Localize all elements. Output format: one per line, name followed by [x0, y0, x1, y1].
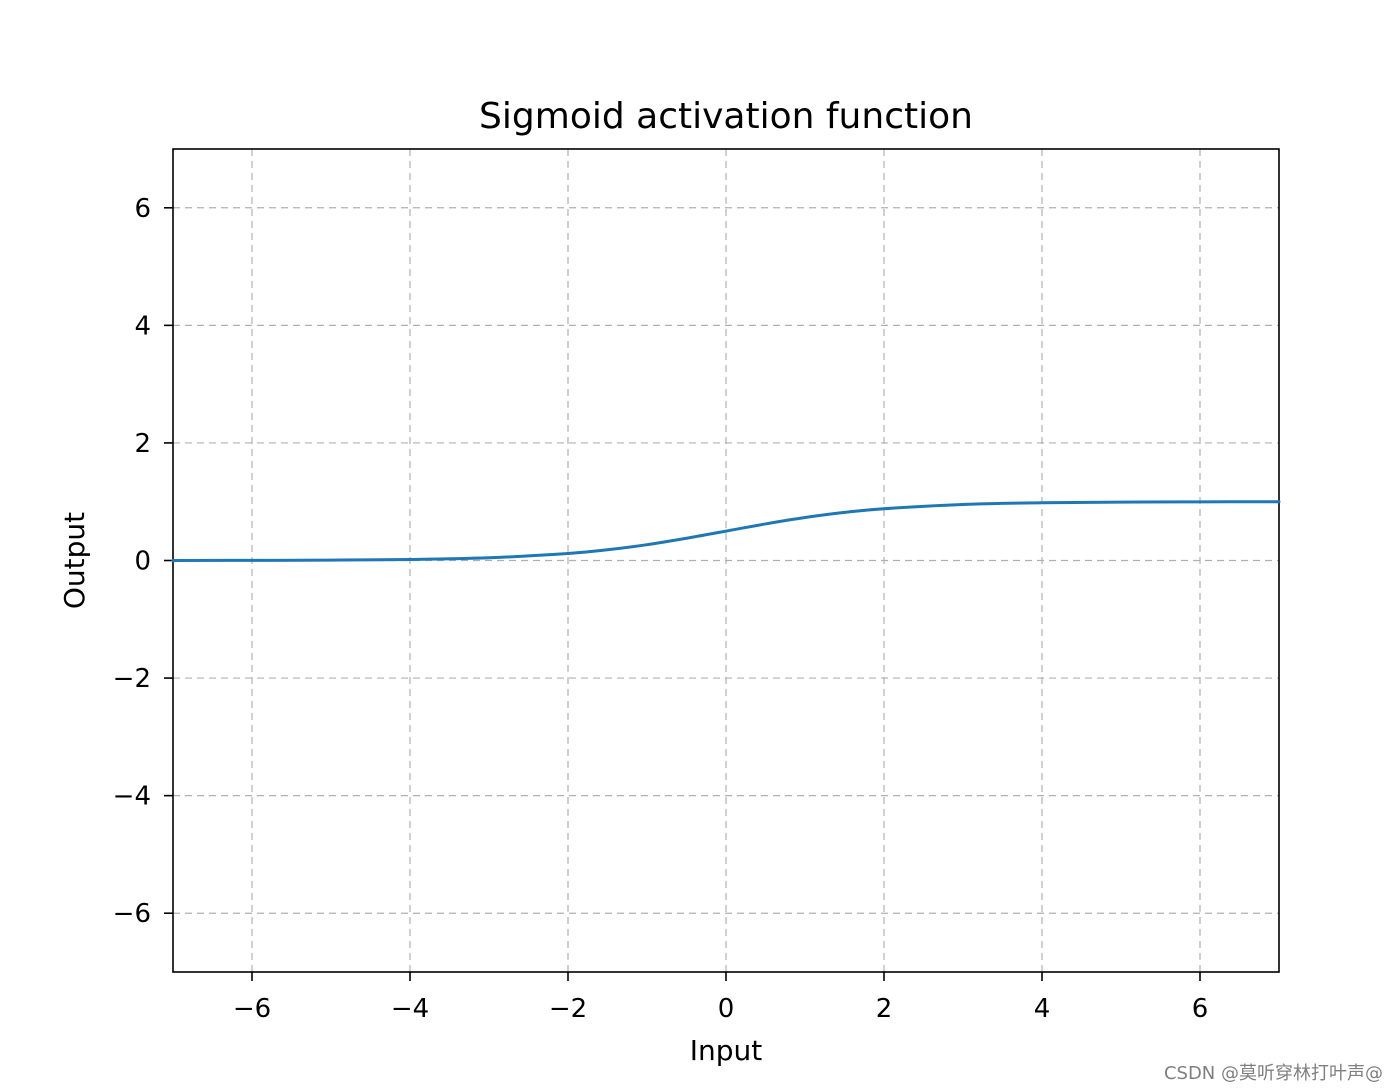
grid-lines — [173, 149, 1279, 972]
x-tick-label: −2 — [549, 994, 587, 1024]
y-tick-label: −2 — [113, 664, 151, 694]
x-tick-label: −6 — [233, 994, 271, 1024]
axes — [164, 148, 1280, 981]
x-tick-label: 6 — [1192, 994, 1209, 1024]
x-tick-label: 4 — [1034, 994, 1051, 1024]
chart-title: Sigmoid activation function — [479, 96, 973, 137]
y-tick-label: −6 — [113, 899, 151, 929]
x-tick-label: −4 — [391, 994, 429, 1024]
sigmoid-series-line — [171, 500, 1281, 562]
x-tick-label: 2 — [876, 994, 893, 1024]
x-axis-label: Input — [690, 1034, 763, 1067]
y-tick-label: 0 — [134, 547, 151, 577]
y-tick-label: 6 — [134, 194, 151, 224]
y-axis-label: Output — [58, 512, 91, 609]
y-tick-label: 4 — [134, 311, 151, 341]
y-tick-label: 2 — [134, 429, 151, 459]
series-layer — [171, 500, 1281, 562]
x-tick-label: 0 — [718, 994, 735, 1024]
y-tick-label: −4 — [113, 782, 151, 812]
tick-labels: −6 −4 −2 0 2 4 6 −6 −4 −2 0 2 4 6 — [113, 194, 1209, 1024]
watermark: CSDN @莫听穿林打叶声@ — [1163, 1063, 1383, 1084]
